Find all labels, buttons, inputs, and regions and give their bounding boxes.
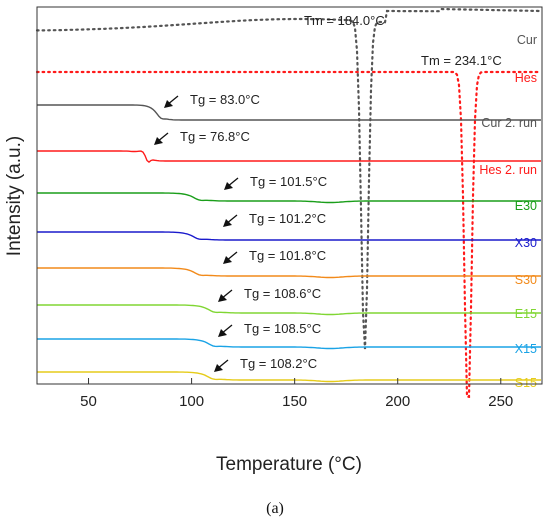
x-tick-label: 200 [385, 393, 410, 410]
plot-frame [36, 6, 543, 385]
x-tick-label: 100 [179, 393, 204, 410]
series-line-s15 [37, 371, 541, 383]
tg-annotation-cur-2-run: Tg = 83.0°C [190, 92, 260, 107]
series-line-hes-2-run [37, 150, 541, 163]
tg-annotation-s15: Tg = 108.2°C [240, 356, 317, 371]
x-tick-label: 250 [488, 393, 513, 410]
tg-annotation-x30: Tg = 101.2°C [249, 211, 326, 226]
series-line-s30 [37, 267, 541, 279]
y-axis-label: Intensity (a.u.) [4, 136, 25, 256]
series-line-cur-2-run [37, 104, 541, 121]
series-label-hes: Hes [515, 71, 537, 85]
tg-arrow-head [218, 329, 227, 337]
series-label-hes-2-run: Hes 2. run [479, 163, 537, 177]
series-layer [35, 7, 543, 398]
tg-arrow-head [223, 256, 232, 264]
x-axis-label: Temperature (°C) [216, 454, 362, 475]
series-line-e15 [37, 304, 541, 316]
tg-arrow-head [224, 182, 233, 190]
tg-arrow-head [214, 364, 223, 372]
tg-annotation-e30: Tg = 101.5°C [250, 174, 327, 189]
annotation-layer: Tm = 184.0°C Cur Tm = 234.1°C Hes Tg = 83.0°… [154, 13, 537, 390]
x-tick-label: 150 [282, 393, 307, 410]
tm-annotation-cur: Tm = 184.0°C [304, 13, 385, 28]
tg-arrow-head [223, 219, 232, 227]
series-label-s30: S30 [515, 273, 537, 287]
figure-caption: (a) [266, 500, 284, 517]
series-line-x15 [37, 338, 541, 350]
tg-annotation-hes-2-run: Tg = 76.8°C [180, 129, 250, 144]
series-label-x30: X30 [515, 236, 537, 250]
series-label-cur-2-run: Cur 2. run [481, 116, 537, 130]
x-tick-label: 50 [80, 393, 97, 410]
series-label-e15: E15 [515, 307, 537, 321]
series-label-x15: X15 [515, 342, 537, 356]
tg-annotation-x15: Tg = 108.5°C [244, 321, 321, 336]
series-line-cur [35, 7, 543, 350]
tg-arrow-head [218, 294, 227, 302]
tg-arrow-head [164, 100, 173, 108]
series-line-hes [35, 70, 543, 398]
tg-arrow-head [154, 137, 163, 145]
series-label-s15: S15 [515, 376, 537, 390]
series-line-e30 [37, 192, 541, 204]
tg-annotation-s30: Tg = 101.8°C [249, 248, 326, 263]
series-label-e30: E30 [515, 199, 537, 213]
tg-annotation-e15: Tg = 108.6°C [244, 286, 321, 301]
x-axis-ticks: 50 100 150 200 250 [80, 378, 513, 410]
series-line-x30 [37, 231, 541, 241]
series-label-cur: Cur [517, 33, 537, 47]
tm-annotation-hes: Tm = 234.1°C [421, 53, 502, 68]
